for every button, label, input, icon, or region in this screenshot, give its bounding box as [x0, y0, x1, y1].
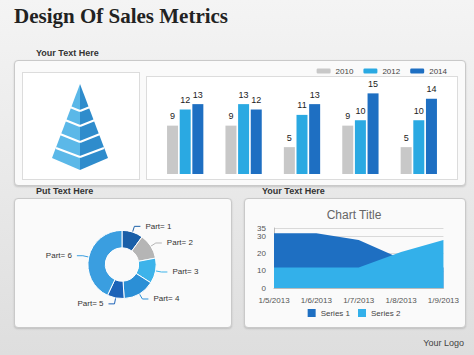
- svg-text:10: 10: [414, 106, 424, 116]
- svg-text:5: 5: [404, 133, 409, 143]
- svg-text:2014: 2014: [429, 67, 447, 76]
- svg-text:5: 5: [287, 133, 292, 143]
- svg-text:13: 13: [310, 90, 320, 100]
- html-text:Your Text Here: Your Text Here: [36, 48, 99, 58]
- svg-text:15: 15: [368, 79, 378, 89]
- svg-text:1/9/2013: 1/9/2013: [428, 296, 460, 305]
- svg-text:20: 20: [257, 249, 266, 258]
- svg-text:Series 2: Series 2: [371, 309, 401, 318]
- svg-text:1/6/2013: 1/6/2013: [301, 296, 333, 305]
- svg-text:1/7/2013: 1/7/2013: [343, 296, 375, 305]
- svg-text:Part= 3: Part= 3: [172, 267, 199, 276]
- html-text:Your Logo: Your Logo: [423, 338, 464, 348]
- svg-text:35: 35: [257, 224, 266, 233]
- svg-text:13: 13: [239, 90, 249, 100]
- svg-text:2010: 2010: [336, 67, 354, 76]
- html-text:Design Of Sales Metrics: Design Of Sales Metrics: [14, 4, 228, 28]
- svg-text:Part= 6: Part= 6: [46, 251, 73, 260]
- svg-text:10: 10: [355, 106, 365, 116]
- svg-text:Part= 5: Part= 5: [77, 299, 104, 308]
- svg-text:Series 1: Series 1: [321, 309, 351, 318]
- svg-text:30: 30: [257, 232, 266, 241]
- html-text:Put Text Here: Put Text Here: [36, 186, 94, 196]
- svg-text:9: 9: [170, 111, 175, 121]
- svg-text:11: 11: [297, 100, 306, 110]
- svg-text:2012: 2012: [382, 67, 400, 76]
- html-text:Your Text Here: Your Text Here: [262, 186, 325, 196]
- svg-text:Part= 4: Part= 4: [153, 294, 180, 303]
- svg-text:13: 13: [193, 90, 203, 100]
- svg-text:1/8/2013: 1/8/2013: [386, 296, 418, 305]
- svg-text:1/5/2013: 1/5/2013: [258, 296, 290, 305]
- svg-text:10: 10: [257, 266, 266, 275]
- svg-text:Part= 1: Part= 1: [145, 222, 172, 231]
- svg-text:9: 9: [228, 111, 233, 121]
- svg-text:Chart Title: Chart Title: [327, 208, 382, 222]
- svg-text:Part= 2: Part= 2: [167, 238, 194, 247]
- svg-text:12: 12: [180, 95, 190, 105]
- svg-text:9: 9: [345, 111, 350, 121]
- svg-text:0: 0: [262, 284, 267, 293]
- svg-text:14: 14: [426, 84, 436, 94]
- svg-text:12: 12: [251, 95, 261, 105]
